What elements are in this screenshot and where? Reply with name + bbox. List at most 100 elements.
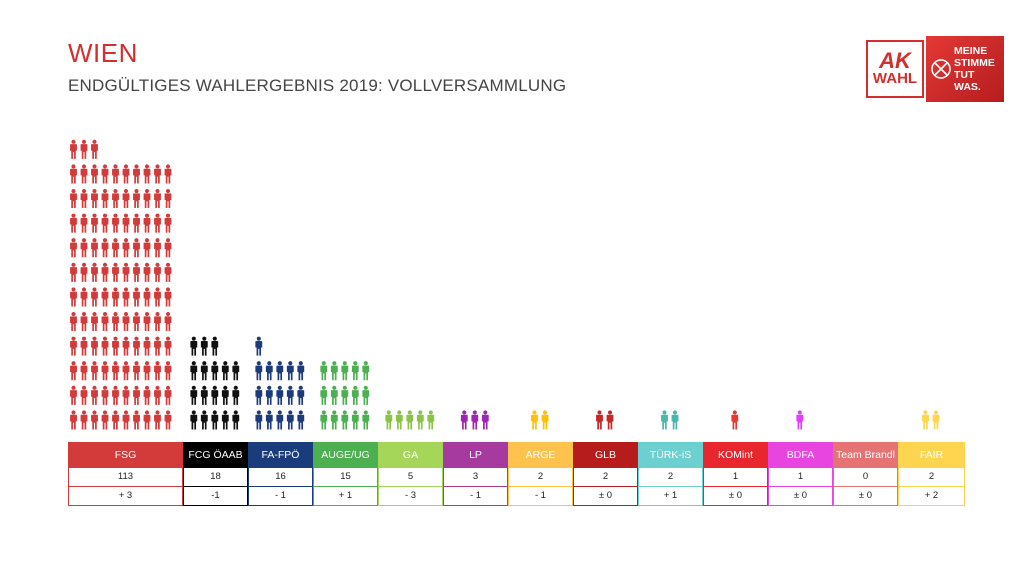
seat-icon [351,410,359,430]
seat-icon [671,410,679,430]
seat-icon [133,361,140,381]
seat-count-cell: 2 [638,468,703,487]
seat-icon [143,410,151,430]
seat-icon [164,262,172,282]
seat-icon [330,361,338,381]
seat-icon [154,262,161,282]
seat-count-cell: 2 [508,468,573,487]
seat-icon [276,410,284,430]
seat-icon [91,139,98,159]
seat-icon [427,410,435,430]
seat-icon [101,311,109,332]
seat-icon [232,361,240,381]
seat-icon [70,139,77,159]
party-header-cell: TÜRK-iS [638,442,703,468]
seat-icon [362,361,370,381]
seat-icon [91,410,98,430]
seat-icon [122,164,130,184]
seat-icon [351,385,359,405]
seat-icon [341,410,349,430]
seat-icon [932,410,940,430]
seat-icon [265,385,273,405]
seat-icon [211,361,219,381]
seat-icon [154,287,161,307]
seat-icon [154,188,161,209]
seat-icon [255,336,263,356]
seat-count-cell: 1 [703,468,768,487]
seat-icon [143,311,151,332]
seat-icon [80,410,88,430]
seat-icon [101,336,109,356]
seat-icon [922,410,929,430]
change-row: + 3 -1- 1 + 1- 3- 1- 1 ± 0 + 1 ± 0 ± 0 ± 0 + 2 [68,487,974,506]
seat-icon [80,385,88,405]
seat-icon [164,385,172,405]
seat-icon [164,287,172,307]
seat-icon [91,164,98,184]
seat-icon [232,385,240,405]
seat-change-cell: ± 0 [703,487,768,506]
slogan-line: MEINE [954,45,988,57]
seat-icon [133,410,140,430]
seat-icon [122,361,130,381]
seat-icon [101,410,109,430]
seat-icon [133,213,140,233]
seat-icon [91,262,98,282]
seat-icon [112,164,119,184]
seat-icon [101,213,109,233]
seat-icon [190,336,198,356]
seat-icon [276,385,284,405]
seat-icon [80,262,88,282]
seat-icon [70,361,77,381]
seat-icon [133,188,140,209]
seat-icon [70,311,77,332]
seat-icon [143,336,151,356]
seat-icon [80,238,88,258]
seat-icon [200,361,208,381]
party-header-cell: GLB [573,442,638,468]
seat-icon [320,361,328,381]
page-title: WIEN [68,38,138,68]
seat-icon [112,188,119,209]
seat-icon [112,238,119,258]
logo-ak-text: AK [879,48,911,73]
seat-icon [606,410,614,430]
seat-icon [112,311,119,332]
seat-change-cell: + 2 [898,487,965,506]
logo-cube: MEINE STIMME TUT WAS. [926,36,1004,102]
seat-icon [70,410,77,430]
seat-icon [164,238,172,258]
seat-icon [112,213,119,233]
seat-icon [661,410,668,430]
seat-icon [416,410,424,430]
seat-icon [143,164,151,184]
seat-icon [122,311,130,332]
seat-icon [164,213,172,233]
seat-icon [297,385,305,405]
seat-icon [154,164,161,184]
seat-icon [70,164,77,184]
seat-icon [154,410,161,430]
seat-icon [164,311,172,332]
seat-icon [80,213,88,233]
seat-icon [330,410,338,430]
seat-icon [91,213,98,233]
seat-icon [133,336,140,356]
ak-wahl-logo: AK WAHL MEINE STIMME TUT WAS. [866,36,1004,102]
seat-icon [70,336,77,356]
seat-icon [91,361,98,381]
seat-icon [133,262,140,282]
seat-icon [154,311,161,332]
seat-icon [395,410,403,430]
seat-icon [101,361,109,381]
seat-icon [320,410,328,430]
seat-icon [101,287,109,307]
seat-icon [531,410,538,430]
seat-icon [362,385,370,405]
seat-icon [297,410,305,430]
party-header-cell: FSG [68,442,183,468]
seat-icon [112,385,119,405]
seat-icon [154,336,161,356]
seat-change-cell: - 1 [248,487,313,506]
seat-icon [190,385,198,405]
